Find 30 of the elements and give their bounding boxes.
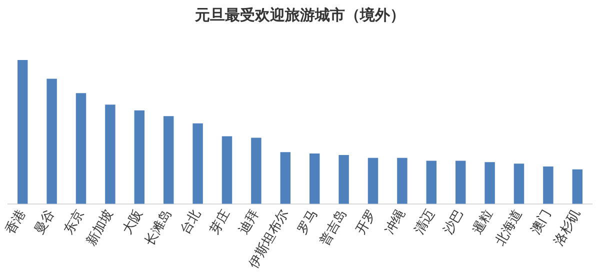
bar (426, 160, 437, 204)
x-tick-label: 沙巴 (440, 206, 467, 238)
bar (76, 93, 86, 204)
bar (397, 158, 408, 204)
bar (338, 154, 349, 204)
x-tick-label: 曼谷 (32, 206, 58, 238)
bar (280, 152, 291, 204)
bar (514, 164, 524, 204)
bar (163, 116, 174, 204)
x-tick-label: 冲绳 (382, 206, 409, 238)
bar (192, 123, 203, 204)
chart-title: 元旦最受欢迎旅游城市（境外） (194, 6, 406, 25)
bar (309, 154, 320, 204)
x-tick-label: 清迈 (412, 206, 438, 238)
x-tick-label: 迪拜 (236, 206, 263, 238)
x-tick-label: 开罗 (353, 206, 380, 238)
bar (368, 158, 378, 204)
x-tick-label: 芽庄 (207, 206, 234, 238)
bar (222, 136, 232, 204)
bar (572, 169, 583, 204)
bar (543, 166, 554, 204)
x-tick-label: 台北 (178, 206, 204, 238)
bar (455, 160, 466, 204)
bar (251, 138, 262, 204)
bar (46, 78, 57, 204)
bar (484, 162, 495, 204)
bar (17, 60, 28, 204)
bar (134, 110, 145, 204)
x-tick-label: 香港 (2, 206, 29, 238)
bar (105, 104, 116, 204)
